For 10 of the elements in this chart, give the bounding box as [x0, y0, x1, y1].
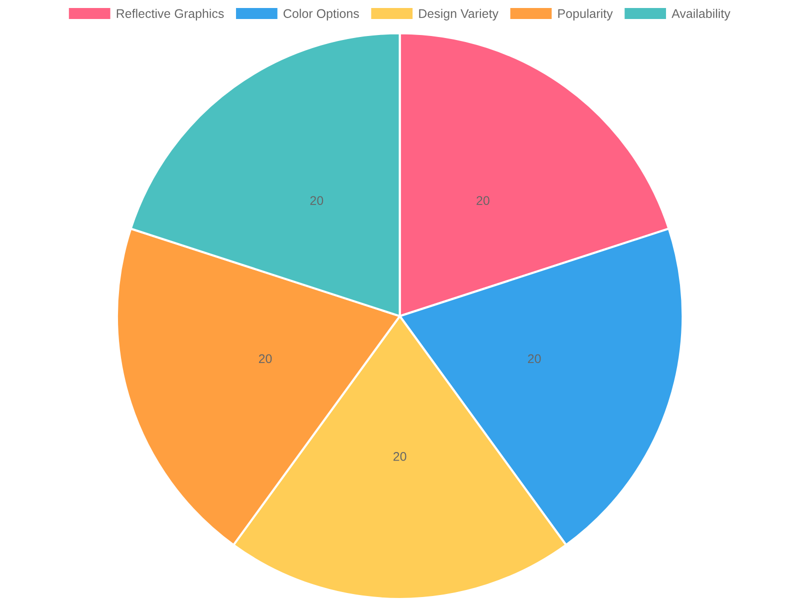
- data-label: 20: [476, 196, 490, 205]
- legend-label: Design Variety: [419, 8, 498, 20]
- legend-label: Color Options: [284, 8, 359, 20]
- legend-label: Popularity: [558, 8, 613, 20]
- legend-label: Reflective Graphics: [116, 8, 224, 20]
- data-label: 20: [258, 354, 272, 364]
- legend-label: Availability: [672, 8, 730, 20]
- data-label: 20: [393, 452, 406, 461]
- data-label: 20: [310, 196, 324, 205]
- data-label: 20: [528, 354, 541, 364]
